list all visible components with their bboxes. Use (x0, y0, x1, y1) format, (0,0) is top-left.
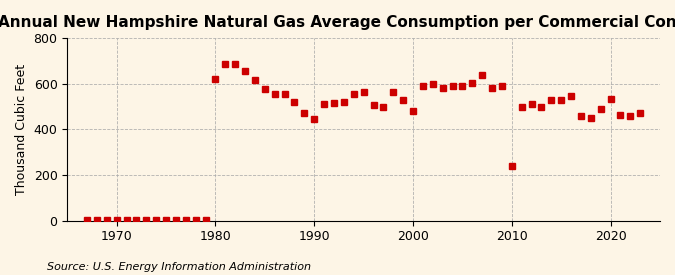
Text: Source: U.S. Energy Information Administration: Source: U.S. Energy Information Administ… (47, 262, 311, 272)
Title: Annual New Hampshire Natural Gas Average Consumption per Commercial Consumer: Annual New Hampshire Natural Gas Average… (0, 15, 675, 30)
Y-axis label: Thousand Cubic Feet: Thousand Cubic Feet (15, 64, 28, 195)
